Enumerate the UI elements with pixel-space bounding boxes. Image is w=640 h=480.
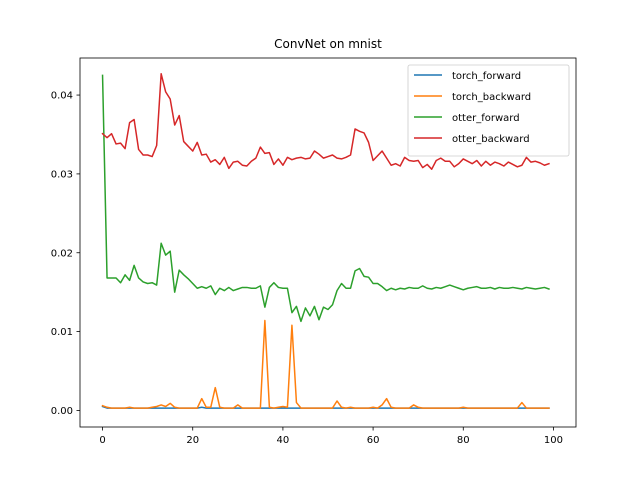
series-line-otter-forward: [101, 74, 550, 323]
axes-frame: [79, 57, 577, 428]
legend: torch_forward torch_backward otter_forward…: [407, 64, 570, 157]
legend-label-otter-backward: otter_backward: [452, 134, 530, 145]
chart-title: ConvNet on mnist: [274, 37, 382, 51]
y-tick-label: 0.03: [51, 169, 73, 180]
x-tick-label: 80: [457, 435, 470, 446]
series-line-torch-backward: [101, 319, 550, 409]
y-tick-label: 0.02: [51, 248, 73, 259]
y-tick-label: 0.00: [51, 406, 73, 417]
series-layer: [101, 73, 550, 409]
legend-label-torch-forward: torch_forward: [452, 71, 521, 82]
legend-label-otter-forward: otter_forward: [452, 113, 520, 124]
series-line-otter-backward: [101, 73, 550, 170]
x-tick-label: 0: [99, 435, 105, 446]
y-tick-label: 0.01: [51, 327, 73, 338]
legend-box: [407, 64, 570, 157]
y-tick-label: 0.04: [51, 91, 73, 102]
axes-layer: 0 20 40 60 80 100 0.00 0.01 0.02 0.03 0.04: [51, 57, 577, 446]
legend-label-torch-backward: torch_backward: [452, 92, 531, 103]
x-tick-label: 40: [277, 435, 290, 446]
x-tick-label: 60: [367, 435, 380, 446]
x-tick-label: 20: [186, 435, 199, 446]
x-tick-label: 100: [544, 435, 563, 446]
